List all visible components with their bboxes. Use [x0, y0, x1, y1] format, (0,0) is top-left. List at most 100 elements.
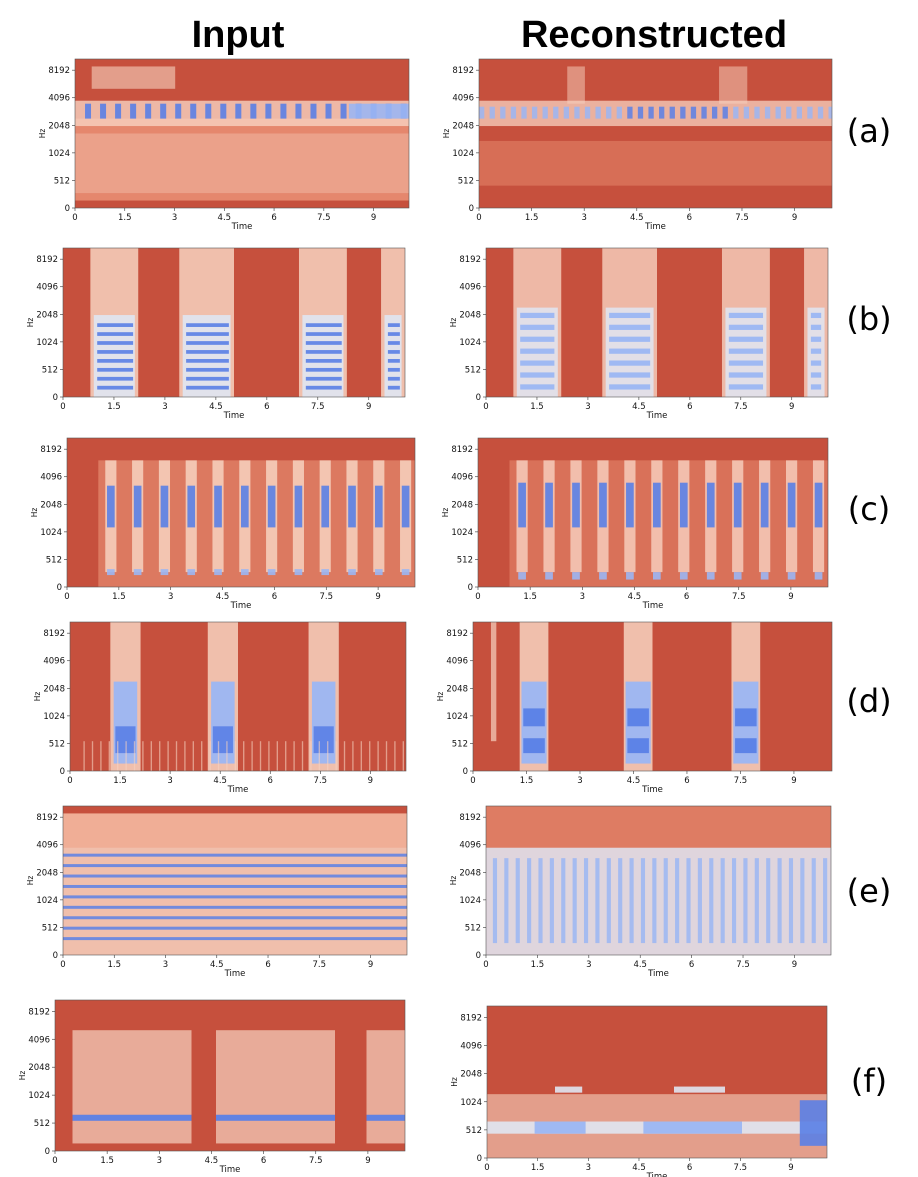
y-tick-label: 8192: [43, 629, 65, 639]
x-tick-label: 7.5: [734, 776, 748, 786]
harmonic: [728, 372, 764, 378]
bird-call: [542, 106, 548, 119]
pulse-low: [518, 572, 526, 580]
y-tick-label: 2048: [460, 1070, 482, 1080]
bird-call: [786, 106, 792, 119]
x-tick-label: 4.5: [209, 402, 223, 412]
transient: [243, 741, 245, 771]
plot-frame: [66, 437, 416, 588]
transient: [285, 741, 287, 771]
y-tick-label: 8192: [460, 1013, 482, 1023]
y-tick-label: 2048: [43, 684, 65, 694]
harmonic: [186, 323, 229, 327]
y-tick-label: 0: [45, 1147, 50, 1157]
y-axis-label: Hz: [441, 508, 450, 518]
transient: [209, 741, 211, 771]
plot-frame: [54, 999, 406, 1152]
pulse-core: [401, 485, 410, 528]
y-axis-label: Hz: [449, 876, 458, 886]
high-harmonics: [91, 66, 176, 89]
transient: [142, 741, 144, 771]
bird-call: [754, 106, 760, 119]
pulse-core: [572, 482, 580, 528]
harmonic: [305, 359, 342, 363]
tone-line: [534, 1121, 586, 1134]
bird-call: [235, 103, 242, 119]
harmonic: [520, 360, 555, 366]
harmonic: [810, 312, 822, 319]
x-tick-label: 3: [163, 960, 168, 970]
music-onset: [606, 858, 611, 944]
bird-call: [817, 106, 824, 119]
x-tick-label: 0: [72, 213, 77, 223]
music-onset: [652, 858, 657, 944]
harmonic: [97, 323, 134, 327]
harmonic: [520, 372, 555, 378]
y-tick-label: 0: [469, 204, 474, 214]
music-onset: [766, 858, 771, 944]
y-tick-label: 512: [42, 365, 58, 375]
transient: [167, 741, 169, 771]
y-tick-label: 1024: [36, 338, 58, 348]
transient: [234, 741, 236, 771]
x-tick-label: 3: [172, 213, 177, 223]
x-tick-label: 4.5: [633, 960, 647, 970]
music-onset: [538, 858, 543, 944]
transient: [100, 741, 102, 771]
speech-formants: [302, 315, 344, 397]
x-tick-label: 9: [789, 402, 794, 412]
plot-frame: [486, 1005, 828, 1159]
y-tick-label: 2048: [36, 310, 58, 320]
beat-core: [627, 708, 649, 727]
music-onset: [811, 858, 816, 944]
y-axis-label: Hz: [436, 692, 445, 702]
harmonic: [186, 341, 229, 345]
transient: [377, 741, 379, 771]
pulse-core: [679, 482, 688, 528]
bird-call: [574, 106, 580, 119]
harmonic: [520, 384, 555, 390]
pulse-low: [321, 569, 330, 576]
transient: [276, 741, 278, 771]
y-tick-label: 512: [452, 739, 468, 749]
pulse-low: [572, 572, 580, 580]
x-tick-label: 1.5: [112, 592, 126, 602]
column-title-reconstructed: Reconstructed: [521, 14, 787, 56]
spectrogram-panel-d-input: 0 512 1024 2048 4096 8192 0 1.5 3 4.5 6 7.5 9 Time Hz: [33, 621, 407, 795]
pulse-low: [241, 569, 249, 576]
speech-formants: [384, 315, 402, 397]
bird-call: [175, 103, 182, 119]
transient: [184, 741, 186, 771]
y-tick-label: 2048: [48, 121, 70, 131]
x-tick-label: 6: [271, 213, 276, 223]
music-onset: [549, 858, 554, 944]
beat-core: [523, 738, 545, 754]
bird-call: [659, 106, 665, 119]
pulse-low: [626, 572, 634, 580]
x-tick-label: 6: [689, 960, 694, 970]
x-tick-label: 7.5: [313, 960, 327, 970]
y-tick-label: 512: [42, 923, 58, 933]
transient: [117, 741, 119, 771]
row-label: (b): [846, 300, 891, 338]
x-tick-label: 3: [580, 592, 585, 602]
harmonic: [387, 341, 400, 345]
x-axis-label: Time: [642, 601, 664, 611]
spectrogram-panel-e-input: 0 512 1024 2048 4096 8192 0 1.5 3 4.5 6 7.5 9 Time Hz: [26, 805, 408, 979]
harmonic: [305, 385, 342, 390]
spectrogram-image: [490, 622, 761, 771]
x-tick-label: 0: [60, 402, 65, 412]
pulse-low: [760, 572, 769, 580]
x-tick-label: 1.5: [118, 213, 132, 223]
bird-call: [500, 106, 506, 119]
harmonic: [810, 360, 822, 366]
harmonic: [387, 350, 400, 354]
pulse-low: [214, 569, 222, 576]
x-tick-label: 4.5: [218, 213, 232, 223]
transient: [369, 741, 371, 771]
x-tick-label: 0: [64, 592, 69, 602]
bird-call: [190, 103, 197, 119]
x-tick-label: 9: [788, 1163, 793, 1173]
tone-decay: [366, 1030, 405, 1144]
pulse-low: [107, 569, 115, 576]
